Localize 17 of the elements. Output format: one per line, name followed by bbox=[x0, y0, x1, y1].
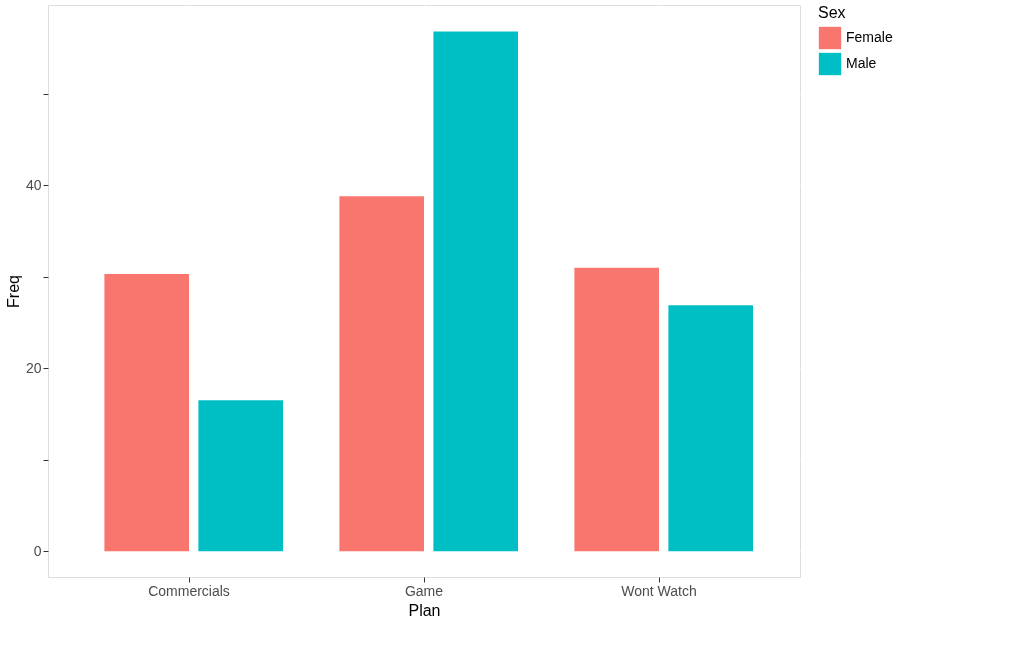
x-tick-label: Wont Watch bbox=[621, 582, 697, 599]
bar bbox=[574, 267, 659, 552]
legend-title: Sex bbox=[818, 4, 846, 21]
legend-label: Female bbox=[846, 29, 893, 45]
y-axis-title: Freq bbox=[4, 275, 22, 308]
bar bbox=[433, 31, 518, 552]
y-tick-label: 20 bbox=[25, 359, 42, 376]
bar bbox=[668, 305, 753, 552]
bar bbox=[339, 196, 424, 552]
x-tick-label: Game bbox=[404, 582, 444, 599]
x-tick-label: Commercials bbox=[148, 582, 230, 599]
y-tick-label: 0 bbox=[33, 542, 42, 559]
bar bbox=[104, 274, 189, 552]
x-axis-title: Plan bbox=[408, 601, 441, 619]
bar bbox=[198, 400, 283, 552]
legend-label: Male bbox=[846, 55, 877, 71]
y-tick-label: 40 bbox=[25, 176, 42, 193]
